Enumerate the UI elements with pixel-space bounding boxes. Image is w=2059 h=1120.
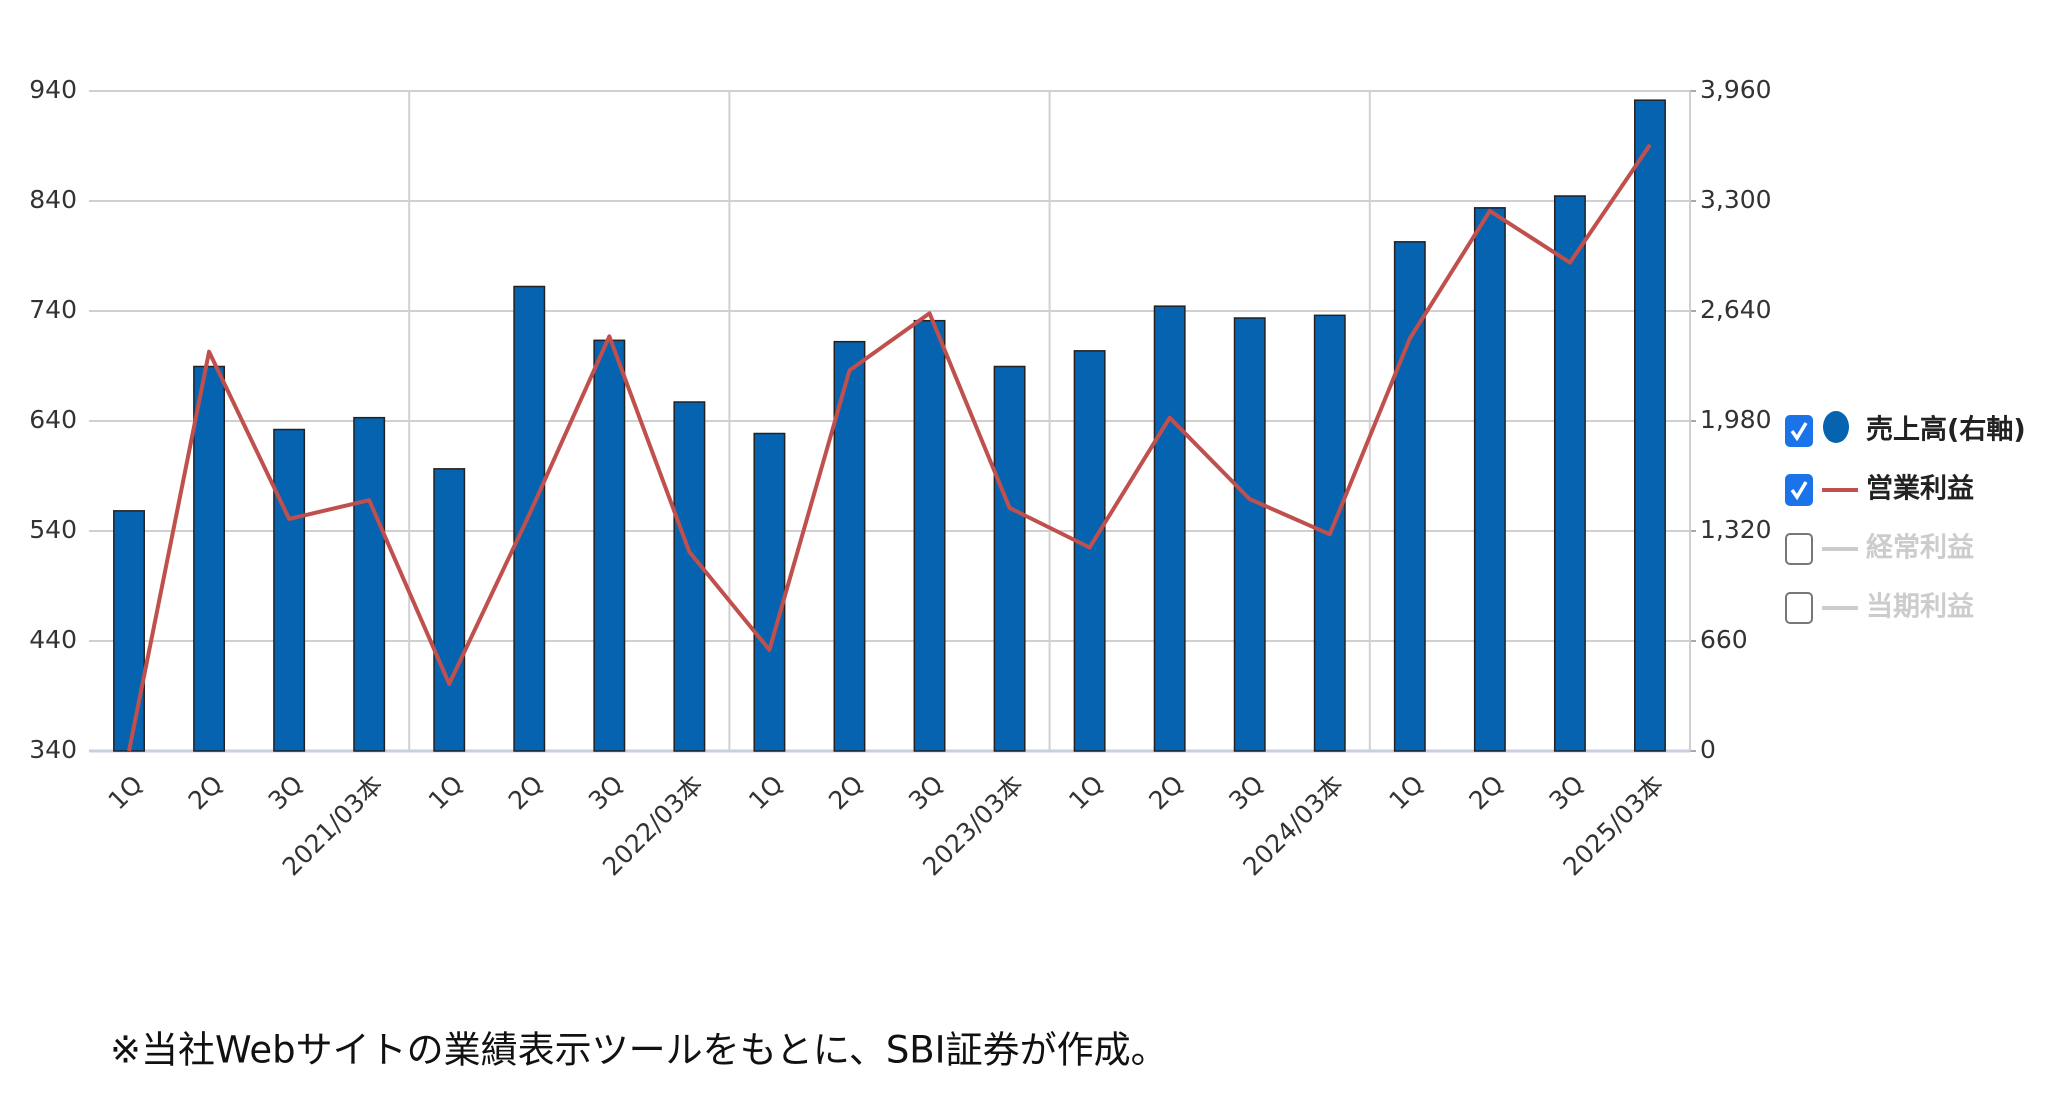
- y2-tick-label: 660: [1700, 625, 1748, 654]
- legend-label: 経常利益: [1866, 532, 1974, 564]
- bar: [113, 510, 145, 752]
- y-tick-label: 440: [29, 625, 77, 654]
- x-tick-label: 1Q: [103, 770, 149, 816]
- legend-label: 営業利益: [1866, 473, 1974, 505]
- legend-checkbox[interactable]: [1785, 474, 1813, 506]
- x-tick-label: 3Q: [263, 770, 309, 816]
- x-tick-label: 3Q: [1223, 770, 1269, 816]
- bar: [1073, 350, 1106, 752]
- y2-tick-label: 3,300: [1700, 185, 1772, 214]
- y2-tick-label: 0: [1700, 735, 1716, 764]
- bar: [913, 319, 946, 752]
- y-tick-label: 940: [29, 75, 77, 104]
- x-tick-label: 2Q: [1463, 770, 1509, 816]
- bar: [1393, 241, 1426, 752]
- legend-checkbox[interactable]: [1785, 415, 1813, 447]
- bar: [993, 365, 1026, 752]
- x-tick-label: 2Q: [503, 770, 549, 816]
- bar: [353, 416, 386, 752]
- bar: [273, 428, 306, 752]
- bar: [1473, 207, 1506, 752]
- y-tick-label: 740: [29, 295, 77, 324]
- bar: [1233, 317, 1266, 752]
- bar: [433, 468, 466, 752]
- y-tick-label: 340: [29, 735, 77, 764]
- legend-label: 売上高(右軸): [1866, 414, 2026, 446]
- y2-tick-label: 3,960: [1700, 75, 1772, 104]
- x-tick-label: 2Q: [823, 770, 869, 816]
- x-tick-label: 2Q: [183, 770, 229, 816]
- legend-checkbox[interactable]: [1785, 533, 1813, 565]
- y2-tick-label: 1,320: [1700, 515, 1772, 544]
- check-mark: [1790, 481, 1808, 501]
- bar: [193, 365, 226, 752]
- y2-tick-label: 2,640: [1700, 295, 1772, 324]
- y2-tick-label: 1,980: [1700, 405, 1772, 434]
- bar: [1553, 195, 1586, 752]
- x-tick-label: 2Q: [1143, 770, 1189, 816]
- x-tick-label: 1Q: [1063, 770, 1109, 816]
- bar: [673, 401, 706, 752]
- x-tick-label: 1Q: [743, 770, 789, 816]
- legend-checkbox[interactable]: [1785, 592, 1813, 624]
- footnote: ※当社Webサイトの業績表示ツールをもとに、SBI証券が作成。: [110, 1029, 1168, 1072]
- bar: [593, 339, 626, 752]
- legend-marker: [1823, 411, 1849, 443]
- x-tick-label: 3Q: [903, 770, 949, 816]
- x-tick-label: 1Q: [423, 770, 469, 816]
- legend-label: 当期利益: [1866, 592, 1974, 623]
- bar: [1153, 305, 1186, 752]
- bar: [753, 432, 786, 752]
- y-tick-label: 540: [29, 515, 77, 544]
- x-tick-label: 1Q: [1383, 770, 1429, 816]
- check-mark: [1790, 422, 1808, 442]
- x-tick-label: 3Q: [1543, 770, 1589, 816]
- bar: [1634, 99, 1666, 752]
- y-tick-label: 840: [29, 185, 77, 214]
- y-tick-label: 640: [29, 405, 77, 434]
- line: [127, 143, 1652, 752]
- x-tick-label: 3Q: [583, 770, 629, 816]
